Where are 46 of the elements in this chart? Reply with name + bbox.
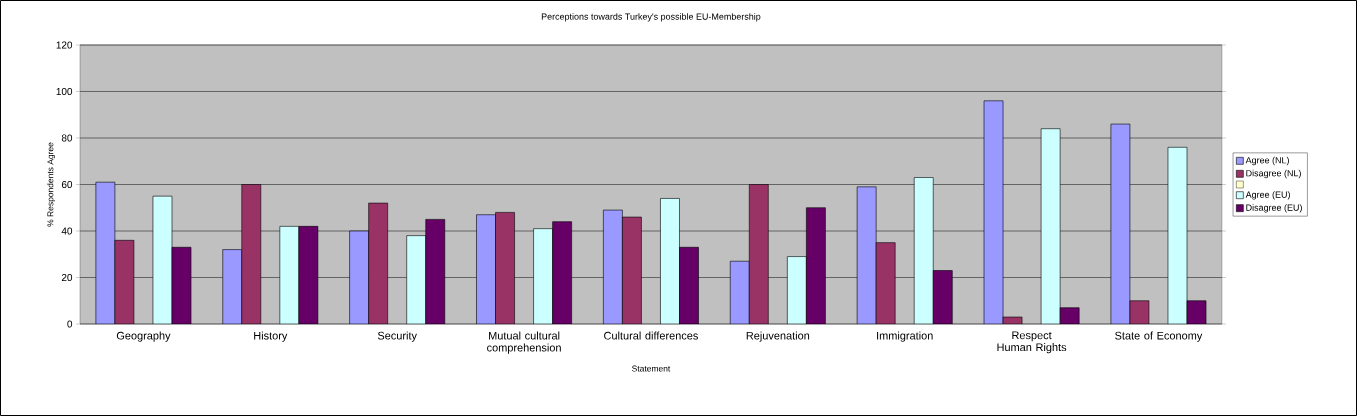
bar	[856, 186, 877, 324]
bar	[603, 210, 623, 324]
bar	[787, 256, 807, 324]
y-tick-label: 80	[61, 134, 73, 142]
y-axis-title: % Respondents Agree	[47, 142, 56, 227]
y-tick-label: 20	[61, 273, 73, 282]
bar	[913, 177, 934, 324]
chart-title: Perceptions towards Turkey's possible EU-Membership	[541, 13, 761, 22]
bar	[368, 202, 388, 324]
y-tick-label: 0	[67, 320, 73, 328]
bar	[679, 247, 699, 324]
legend-label: Disagree (EU)	[1246, 204, 1302, 213]
bar	[660, 198, 680, 324]
x-tick-label: Respect Human Rights	[997, 331, 1067, 354]
x-tick-label: Rejuvenation	[746, 331, 810, 342]
bar	[748, 184, 769, 324]
bar	[495, 212, 515, 324]
bar	[349, 230, 369, 324]
x-tick-label: Immigration	[877, 331, 933, 342]
y-tick-label: 40	[61, 227, 73, 235]
bar	[533, 228, 553, 324]
legend-label: Disagree (NL)	[1246, 169, 1301, 179]
bar	[425, 219, 446, 324]
bar	[875, 242, 896, 324]
x-tick-label: Geography	[116, 331, 171, 342]
bar	[622, 217, 642, 324]
x-tick-label: State of Economy	[1115, 331, 1203, 342]
bar	[476, 214, 496, 324]
x-tick-label: Security	[377, 331, 417, 342]
bar	[552, 221, 572, 324]
bar	[729, 260, 750, 324]
bar	[241, 184, 262, 324]
y-tick-label: 100	[56, 87, 73, 96]
x-tick-label: Mutual cultural comprehension	[487, 331, 561, 354]
legend-label: Agree (NL)	[1245, 156, 1289, 166]
bar	[406, 235, 427, 324]
bar	[932, 270, 953, 324]
y-tick-label: 120	[56, 41, 73, 49]
x-axis-title: Statement	[632, 365, 671, 372]
bar	[279, 226, 300, 324]
x-tick-label: Cultural differences	[604, 331, 698, 340]
y-tick-label: 60	[61, 180, 73, 189]
bar	[806, 207, 826, 324]
bar	[222, 249, 243, 324]
legend-label: Agree (EU)	[1245, 191, 1290, 200]
x-tick-label: History	[254, 331, 288, 342]
